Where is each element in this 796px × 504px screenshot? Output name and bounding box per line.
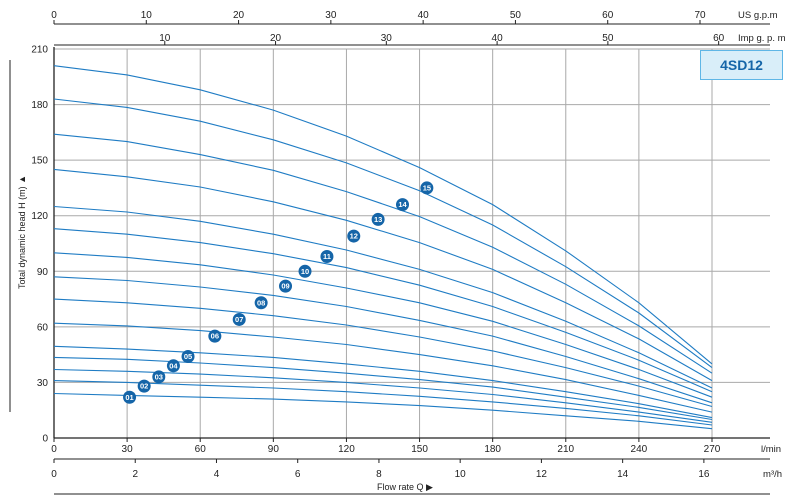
m3h-tick-label: 16	[698, 469, 710, 480]
curve-marker-label: 04	[169, 361, 178, 370]
y-tick-label: 180	[31, 100, 48, 111]
curve-marker-07	[232, 312, 246, 326]
curve-marker-label: 03	[155, 372, 163, 381]
impgpm-tick-label: 20	[270, 33, 282, 44]
m3h-tick-label: 12	[536, 469, 548, 480]
curve-13	[53, 133, 713, 374]
impgpm-tick-label: 50	[602, 33, 614, 44]
usgpm-tick-label: 60	[602, 10, 614, 21]
y-tick-label: 0	[42, 434, 48, 445]
x-axis-title: Flow rate Q ▶	[377, 482, 433, 492]
curve-marker-09	[279, 279, 293, 293]
usgpm-tick-label: 40	[418, 10, 430, 21]
curve-marker-01	[123, 390, 137, 404]
curve-marker-04	[166, 359, 180, 373]
y-tick-label: 60	[37, 322, 49, 333]
curve-marker-15	[420, 181, 434, 195]
curve-marker-08	[254, 296, 268, 310]
curve-marker-label: 02	[140, 382, 148, 391]
unit-lmin: l/min	[761, 444, 781, 455]
usgpm-tick-label: 50	[510, 10, 522, 21]
model-label: 4SD12	[700, 50, 783, 80]
m3h-tick-label: 4	[214, 469, 220, 480]
lmin-tick-label: 60	[195, 444, 207, 455]
curve-marker-label: 14	[398, 200, 407, 209]
curve-15	[53, 65, 713, 365]
curve-04	[53, 356, 713, 421]
curve-marker-label: 11	[323, 252, 331, 261]
lmin-tick-label: 30	[122, 444, 134, 455]
m3h-tick-label: 0	[51, 469, 57, 480]
curve-marker-label: 05	[184, 352, 192, 361]
curve-marker-05	[181, 349, 195, 363]
impgpm-tick-label: 40	[492, 33, 504, 44]
curve-marker-11	[320, 249, 334, 263]
curve-08	[53, 276, 713, 404]
usgpm-tick-label: 30	[325, 10, 337, 21]
y-tick-label: 150	[31, 156, 48, 167]
curve-marker-label: 01	[125, 393, 133, 402]
lmin-tick-label: 120	[338, 444, 355, 455]
usgpm-tick-label: 0	[51, 10, 57, 21]
lmin-tick-label: 90	[268, 444, 280, 455]
m3h-tick-label: 14	[617, 469, 629, 480]
unit-usgpm: US g.p.m	[738, 10, 778, 21]
curve-05	[53, 345, 713, 419]
usgpm-tick-label: 70	[694, 10, 706, 21]
curve-marker-label: 15	[423, 184, 431, 193]
curve-02	[53, 380, 713, 426]
curve-09	[53, 252, 713, 398]
curve-marker-03	[152, 370, 166, 384]
curve-marker-14	[395, 198, 409, 212]
y-tick-label: 30	[37, 378, 49, 389]
curve-06	[53, 322, 713, 413]
curve-marker-10	[298, 264, 312, 278]
m3h-tick-label: 8	[376, 469, 382, 480]
impgpm-tick-label: 10	[159, 33, 171, 44]
y-tick-label: 210	[31, 45, 48, 56]
m3h-tick-label: 6	[295, 469, 301, 480]
m3h-tick-label: 2	[132, 469, 138, 480]
lmin-tick-label: 240	[631, 444, 648, 455]
lmin-tick-label: 210	[557, 444, 574, 455]
curve-marker-label: 12	[350, 232, 358, 241]
curve-marker-06	[208, 329, 222, 343]
curve-marker-label: 09	[281, 282, 289, 291]
curve-marker-12	[347, 229, 361, 243]
usgpm-tick-label: 20	[233, 10, 245, 21]
lmin-tick-label: 180	[484, 444, 501, 455]
curve-marker-label: 13	[374, 215, 382, 224]
curve-marker-label: 10	[301, 267, 309, 276]
y-tick-label: 120	[31, 211, 48, 222]
curve-10	[53, 228, 713, 393]
curve-01	[53, 392, 713, 430]
curve-marker-label: 07	[235, 315, 243, 324]
curve-07	[53, 298, 713, 408]
curve-14	[53, 98, 713, 369]
lmin-tick-label: 150	[411, 444, 428, 455]
curve-11	[53, 205, 713, 389]
m3h-tick-label: 10	[455, 469, 467, 480]
lmin-tick-label: 270	[704, 444, 721, 455]
y-tick-label: 90	[37, 267, 49, 278]
curve-12	[53, 168, 713, 382]
lmin-tick-label: 0	[51, 444, 57, 455]
unit-impgpm: Imp g. p. m	[738, 33, 786, 44]
curve-marker-02	[137, 379, 151, 393]
impgpm-tick-label: 30	[381, 33, 393, 44]
curve-marker-label: 08	[257, 298, 265, 307]
usgpm-tick-label: 10	[141, 10, 153, 21]
impgpm-tick-label: 60	[713, 33, 725, 44]
curve-marker-label: 06	[211, 332, 219, 341]
curve-marker-13	[371, 212, 385, 226]
y-axis-title: Total dynamic head H (m) ▲	[17, 175, 27, 289]
unit-m3h: m³/h	[763, 469, 782, 480]
